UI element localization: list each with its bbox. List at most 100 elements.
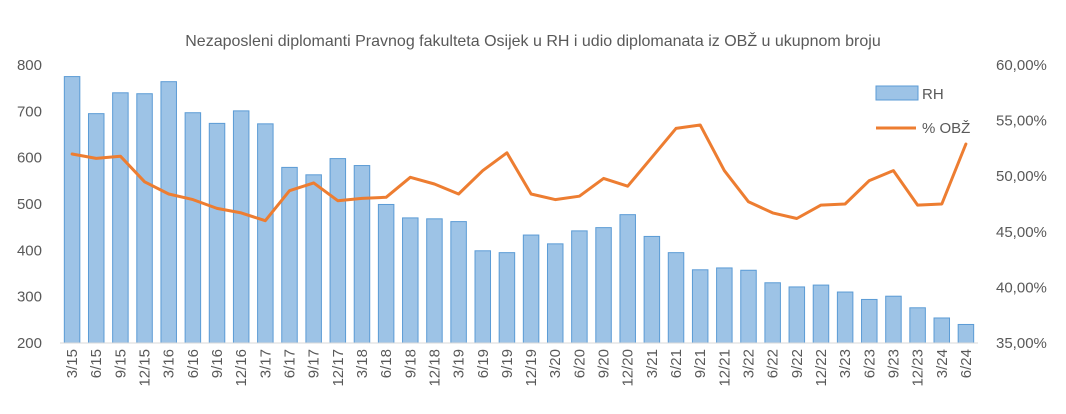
left-tick-label: 200 <box>17 335 42 352</box>
x-tick-label: 6/17 <box>282 349 299 378</box>
bar-rh <box>861 298 878 344</box>
bar-rh <box>208 122 226 344</box>
left-axis: 200 300 400 500 600 700 800 <box>17 57 42 352</box>
x-tick-label: 3/15 <box>64 349 81 378</box>
x-tick-label: 9/22 <box>789 349 806 378</box>
bar-rh <box>329 158 347 344</box>
bar-rh <box>281 166 298 344</box>
bar-rh <box>474 250 492 344</box>
bar-rh <box>740 269 757 344</box>
x-tick-label: 6/21 <box>668 349 685 378</box>
legend: RH % OBŽ <box>875 85 970 137</box>
right-tick-label: 35,00% <box>996 335 1047 352</box>
x-tick-label: 3/19 <box>451 349 468 378</box>
bar-rh <box>402 217 419 344</box>
x-tick-label: 9/19 <box>499 349 516 378</box>
right-tick-label: 60,00% <box>996 57 1047 74</box>
line-series <box>70 123 968 223</box>
x-tick-label: 9/23 <box>885 349 902 378</box>
bar-rh <box>232 110 250 344</box>
bar-rh <box>257 123 274 344</box>
x-tick-label: 12/21 <box>716 349 733 387</box>
right-tick-label: 45,00% <box>996 224 1047 241</box>
bar-rh <box>571 230 588 344</box>
bar-rh <box>377 203 395 344</box>
bar-rh <box>667 252 685 344</box>
legend-swatch-rh <box>875 85 919 101</box>
x-tick-label: 3/22 <box>741 349 758 378</box>
x-tick-label: 12/19 <box>523 349 540 387</box>
x-tick-label: 12/18 <box>426 349 443 387</box>
left-tick-label: 400 <box>17 242 42 259</box>
x-tick-label: 12/20 <box>620 349 637 387</box>
bar-rh <box>812 284 830 344</box>
bar-rh <box>691 269 709 344</box>
x-tick-label: 9/18 <box>402 349 419 378</box>
bar-rh <box>619 214 636 344</box>
bar-rh <box>885 295 902 344</box>
x-tick-label: 6/18 <box>378 349 395 378</box>
bar-rh <box>136 93 153 344</box>
x-tick-label: 3/24 <box>934 349 951 378</box>
x-tick-label: 12/23 <box>910 349 927 387</box>
x-tick-label: 6/24 <box>958 349 975 378</box>
x-tick-label: 6/16 <box>185 349 202 378</box>
x-tick-label: 12/17 <box>330 349 347 387</box>
bar-rh <box>909 307 926 344</box>
legend-label-obz: % OBŽ <box>922 120 970 137</box>
bar-rh <box>112 92 129 344</box>
bar-rh <box>957 323 975 344</box>
bar-series <box>63 76 975 344</box>
bar-rh <box>426 218 443 344</box>
x-tick-label: 3/18 <box>354 349 371 378</box>
bar-rh <box>160 81 177 344</box>
x-axis: 3/15 6/15 9/15 12/15 3/16 6/16 9/16 12/16 3/17 6/… <box>64 349 975 387</box>
left-tick-label: 800 <box>17 57 42 74</box>
x-tick-label: 6/19 <box>475 349 492 378</box>
x-tick-label: 3/20 <box>547 349 564 378</box>
x-tick-label: 9/20 <box>596 349 613 378</box>
x-tick-label: 3/17 <box>257 349 274 378</box>
x-tick-label: 9/15 <box>112 349 129 378</box>
right-axis: 35,00% 40,00% 45,00% 50,00% 55,00% 60,00% <box>996 57 1047 352</box>
left-tick-label: 600 <box>17 150 42 167</box>
x-tick-label: 12/16 <box>233 349 250 387</box>
x-tick-label: 3/21 <box>644 349 661 378</box>
right-tick-label: 55,00% <box>996 113 1047 130</box>
x-tick-label: 6/15 <box>88 349 105 378</box>
bar-rh <box>305 174 322 344</box>
chart-title: Nezaposleni diplomanti Pravnog fakulteta… <box>185 31 880 50</box>
left-tick-label: 300 <box>17 289 42 306</box>
bar-rh <box>716 267 733 344</box>
bar-rh <box>353 165 371 344</box>
right-tick-label: 50,00% <box>996 168 1047 185</box>
line-obz <box>70 123 968 223</box>
x-tick-label: 9/17 <box>306 349 323 378</box>
x-tick-label: 3/23 <box>837 349 854 378</box>
bar-rh <box>498 252 516 344</box>
bar-rh <box>184 112 202 344</box>
left-tick-label: 500 <box>17 196 42 213</box>
bar-rh <box>933 317 951 344</box>
x-tick-label: 9/21 <box>692 349 709 378</box>
bar-rh <box>546 243 564 344</box>
bar-rh <box>450 221 467 344</box>
right-tick-label: 40,00% <box>996 279 1047 296</box>
x-tick-label: 6/22 <box>765 349 782 378</box>
bar-rh <box>764 282 781 344</box>
bar-rh <box>595 227 612 344</box>
bar-rh <box>63 76 81 344</box>
bar-rh <box>788 286 806 344</box>
legend-label-rh: RH <box>922 86 944 103</box>
x-tick-label: 6/20 <box>571 349 588 378</box>
x-tick-label: 6/23 <box>861 349 878 378</box>
x-tick-label: 12/22 <box>813 349 830 387</box>
bar-rh <box>836 291 854 344</box>
x-tick-label: 12/15 <box>137 349 154 387</box>
bar-rh <box>87 113 105 344</box>
bar-rh <box>643 235 661 344</box>
x-tick-label: 3/16 <box>161 349 178 378</box>
bar-rh <box>522 234 540 344</box>
x-tick-label: 9/16 <box>209 349 226 378</box>
